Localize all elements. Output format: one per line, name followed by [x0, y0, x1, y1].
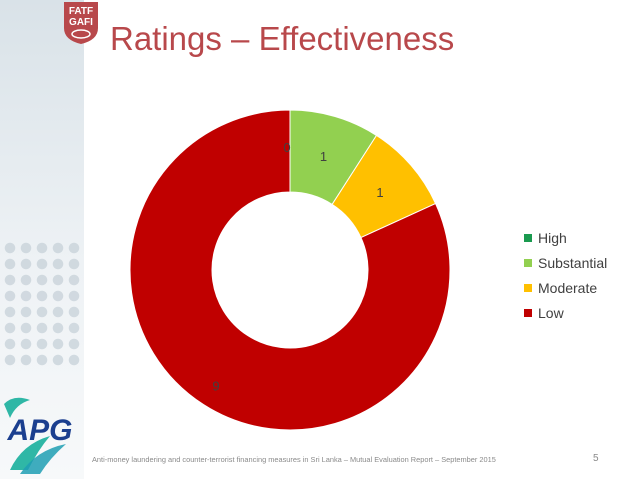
- apg-logo-text: APG: [6, 414, 72, 447]
- doughnut-chart: 0 1 1 9: [129, 109, 451, 431]
- logo-text-gafi: GAFI: [69, 17, 93, 28]
- logo-text-fatf: FATF: [69, 6, 93, 17]
- legend-swatch-substantial: [524, 258, 532, 267]
- legend-item-high: High: [524, 225, 607, 250]
- legend-label-low: Low: [538, 304, 564, 321]
- slide-title: Ratings – Effectiveness: [110, 20, 455, 57]
- data-label-substantial: 1: [320, 149, 327, 164]
- chart-slices: [129, 109, 451, 431]
- legend-swatch-high: [524, 233, 532, 242]
- legend-item-moderate: Moderate: [524, 275, 607, 300]
- legend-label-substantial: Substantial: [538, 254, 608, 271]
- dot-pattern: [2, 240, 82, 370]
- legend-swatch-moderate: [524, 283, 532, 292]
- footer-text: Anti-money laundering and counter-terror…: [92, 455, 496, 464]
- data-label-low: 9: [212, 378, 219, 393]
- data-label-high: 0: [283, 140, 290, 155]
- data-label-moderate: 1: [376, 185, 383, 200]
- legend-swatch-low: [524, 308, 532, 317]
- apg-logo: APG: [4, 397, 73, 474]
- legend-label-moderate: Moderate: [538, 279, 598, 296]
- chart-legend: High Substantial Moderate Low: [524, 225, 607, 325]
- slice-low: [129, 109, 451, 431]
- legend-item-low: Low: [524, 300, 607, 325]
- legend-item-substantial: Substantial: [524, 250, 607, 275]
- chart-data-labels: 0 1 1 9: [212, 140, 383, 393]
- legend-label-high: High: [538, 229, 567, 246]
- fatf-gafi-logo: FATF GAFI: [64, 2, 98, 44]
- page-number: 5: [593, 453, 599, 464]
